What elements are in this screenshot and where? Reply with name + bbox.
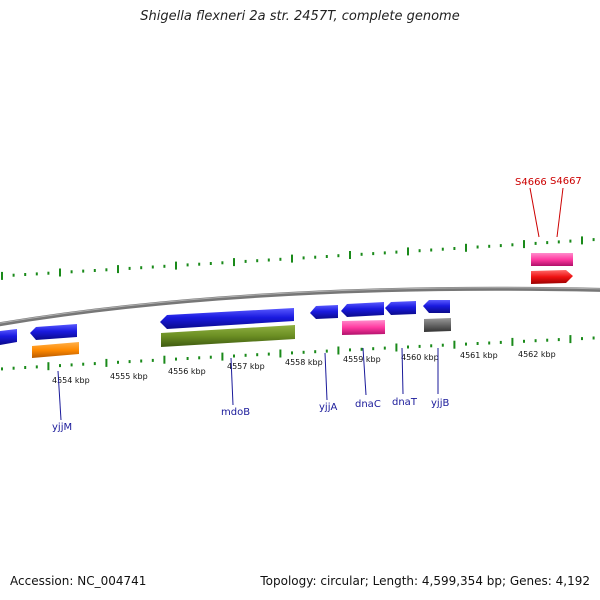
accession-text: Accession: NC_004741 (10, 574, 147, 588)
gene-arrow[interactable] (161, 325, 295, 347)
reverse-strand-genes (0, 300, 451, 358)
gene-arrow[interactable] (385, 301, 416, 315)
forward-strand-genes (531, 253, 573, 284)
gene-arrow[interactable] (531, 253, 573, 266)
gene-label-yjjB[interactable]: yjjB (431, 398, 449, 409)
gene-label-dnaC[interactable]: dnaC (355, 399, 381, 410)
gene-arrow[interactable] (160, 308, 294, 329)
gene-arrow[interactable] (342, 320, 385, 335)
feature-label-S4666[interactable]: S4666 (515, 177, 547, 188)
lower-tick-marks (1, 335, 595, 371)
gene-arrow[interactable] (310, 305, 338, 319)
gene-arrow[interactable] (423, 300, 450, 313)
tick-label: 4557 kbp (227, 362, 265, 371)
gene-label-mdoB[interactable]: mdoB (221, 407, 250, 418)
gene-arrow[interactable] (531, 270, 573, 284)
tick-label: 4555 kbp (110, 372, 148, 381)
feature-labels: S4666 S4667 (515, 176, 582, 188)
gene-label-yjjA[interactable]: yjjA (319, 402, 337, 413)
gene-arrow[interactable] (32, 342, 79, 358)
tick-label: 4558 kbp (285, 358, 323, 367)
tick-label: 4560 kbp (401, 353, 439, 362)
upper-tick-marks (1, 236, 595, 280)
tick-label: 4559 kbp (343, 355, 381, 364)
gene-arrow[interactable] (424, 318, 451, 332)
map-title: Shigella flexneri 2a str. 2457T, complet… (140, 9, 460, 24)
gene-label-dnaT[interactable]: dnaT (392, 397, 418, 408)
tick-label: 4556 kbp (168, 367, 206, 376)
topology-text: Topology: circular; Length: 4,599,354 bp… (260, 574, 590, 588)
gene-labels: yjjM mdoB yjjA dnaC dnaT yjjB (52, 397, 449, 433)
label-leaders (57, 347, 439, 421)
genome-backbone-highlight (0, 287, 600, 324)
genome-backbone (0, 286, 600, 327)
tick-label: 4562 kbp (518, 350, 556, 359)
scale-labels: 4554 kbp 4555 kbp 4556 kbp 4557 kbp 4558… (52, 350, 556, 385)
gene-arrow[interactable] (0, 329, 17, 345)
tick-label: 4561 kbp (460, 351, 498, 360)
feature-leaders (529, 187, 564, 238)
tick-label: 4554 kbp (52, 376, 90, 385)
feature-label-S4667[interactable]: S4667 (550, 176, 582, 187)
gene-arrow[interactable] (341, 302, 384, 317)
gene-arrow[interactable] (30, 324, 77, 340)
gene-label-yjjM[interactable]: yjjM (52, 422, 72, 433)
